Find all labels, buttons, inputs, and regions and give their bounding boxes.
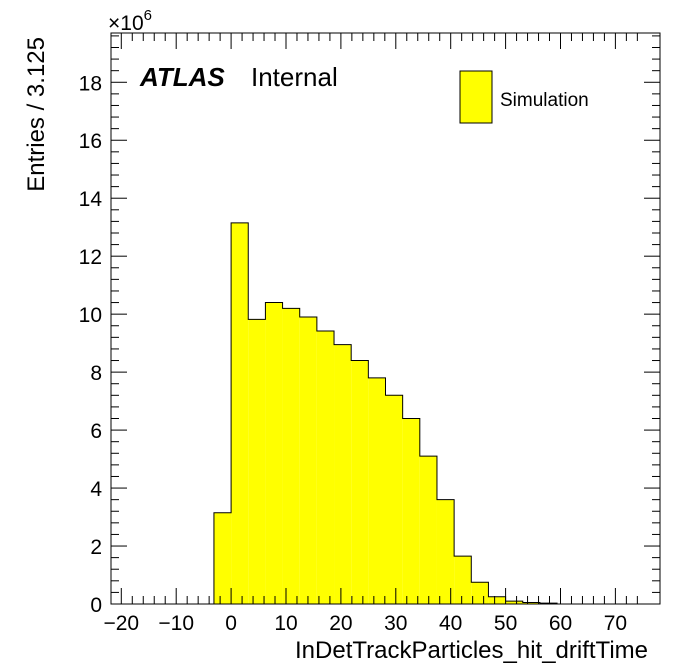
x-tick-label: −10 — [158, 612, 194, 635]
histogram-bars — [213, 222, 558, 604]
histogram-bar — [385, 395, 403, 604]
histogram-bar — [265, 302, 283, 604]
x-tick-label: 70 — [604, 612, 627, 635]
histogram-bar — [248, 319, 266, 604]
x-tick-label: 20 — [329, 612, 352, 635]
y-tick-label: 4 — [90, 478, 102, 501]
y-tick-label: 12 — [79, 246, 102, 269]
histogram-bar — [419, 456, 437, 604]
y-tick-label: 0 — [90, 594, 102, 617]
x-tick-labels: −20 −10 0 10 20 30 40 50 60 70 — [103, 612, 627, 635]
histogram-bar — [402, 418, 420, 604]
histogram-bar — [299, 317, 317, 604]
histogram-bar — [436, 499, 455, 604]
histogram-bar — [488, 596, 506, 604]
axis-ticks — [111, 33, 660, 605]
y-axis-title: Entries / 3.125 — [23, 37, 50, 192]
y-tick-label: 14 — [79, 188, 103, 211]
histogram-bar — [351, 360, 369, 604]
histogram-bar — [454, 556, 472, 604]
x-tick-label: −20 — [103, 612, 139, 635]
x-tick-label: 40 — [439, 612, 462, 635]
histogram-bar — [282, 308, 300, 604]
histogram-bar — [316, 330, 335, 604]
x-tick-label: 50 — [494, 612, 517, 635]
y-tick-label: 8 — [90, 362, 102, 385]
legend-label: Simulation — [500, 90, 589, 111]
x-tick-label: 60 — [549, 612, 572, 635]
x-tick-label: 10 — [274, 612, 297, 635]
internal-label: Internal — [251, 62, 338, 92]
histogram-bar — [471, 582, 489, 604]
x-tick-label: 0 — [225, 612, 237, 635]
histogram-bar — [368, 377, 386, 604]
histogram-bar — [213, 512, 232, 604]
y-tick-label: 18 — [79, 72, 102, 95]
y-tick-label: 6 — [90, 420, 102, 443]
y-tick-label: 16 — [79, 130, 102, 153]
plot-frame — [110, 32, 661, 605]
legend-swatch — [459, 70, 493, 124]
y-tick-labels: 0 2 4 6 8 10 12 14 16 18 — [79, 72, 103, 617]
y-tick-label: 2 — [90, 536, 102, 559]
y-multiplier: ×106 — [108, 7, 152, 35]
histogram-bar — [505, 601, 523, 604]
x-axis-title: InDetTrackParticles_hit_driftTime — [295, 637, 648, 664]
x-tick-label: 30 — [384, 612, 407, 635]
histogram-bar — [231, 222, 249, 604]
atlas-label: ATLAS — [139, 62, 225, 92]
histogram-bar — [522, 602, 540, 604]
histogram-bar — [334, 344, 352, 604]
y-tick-label: 10 — [79, 304, 102, 327]
